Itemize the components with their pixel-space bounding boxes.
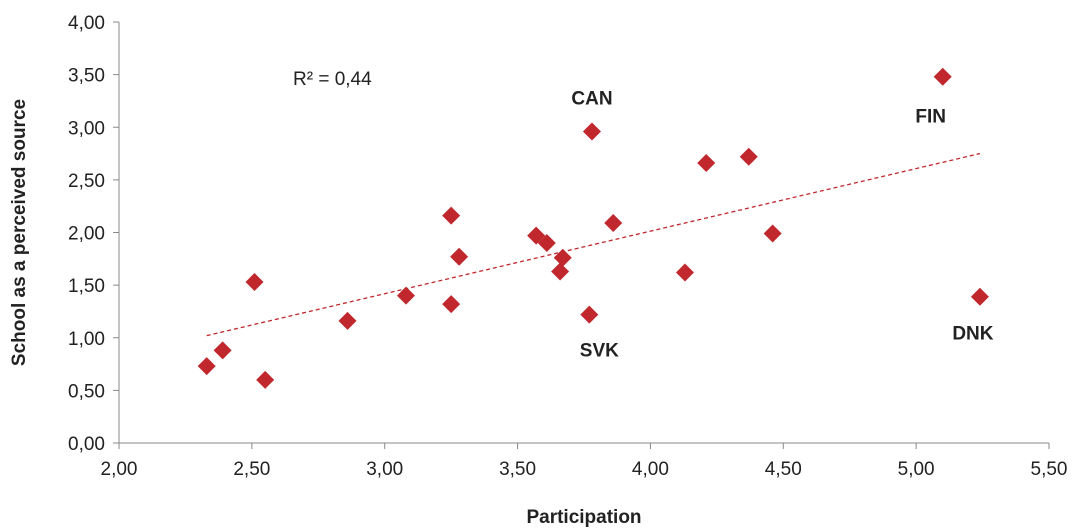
data-point-marker <box>442 206 461 225</box>
data-point-marker <box>739 147 758 166</box>
point-label-fin: FIN <box>915 107 946 128</box>
data-point-marker <box>580 305 599 324</box>
data-point-marker <box>675 263 694 282</box>
x-tick-label: 4,00 <box>632 459 669 480</box>
y-axis-title: School as a perceived source <box>9 99 30 366</box>
ticks: 2,00 2,50 3,00 3,50 4,00 4,50 5,00 5,50 0,00 0,50… <box>68 13 1067 480</box>
y-tick-label: 0,00 <box>68 434 105 455</box>
y-tick-label: 2,50 <box>68 171 105 192</box>
x-tick-label: 2,50 <box>233 459 270 480</box>
y-tick-label: 1,50 <box>68 276 105 297</box>
y-tick-label: 3,50 <box>68 66 105 87</box>
r-squared-annotation: R² = 0,44 <box>293 69 372 90</box>
data-point-marker <box>450 247 469 266</box>
y-tick-label: 3,00 <box>68 118 105 139</box>
data-point-marker <box>537 234 556 253</box>
x-tick-label: 3,00 <box>366 459 403 480</box>
data-point-marker <box>763 224 782 243</box>
data-point-marker <box>604 214 623 233</box>
data-point-marker <box>551 262 570 281</box>
data-point-marker <box>338 311 357 330</box>
trendline <box>206 152 981 337</box>
point-label-dnk: DNK <box>952 324 993 345</box>
x-tick-label: 2,00 <box>101 459 138 480</box>
data-point-marker <box>582 122 601 141</box>
y-tick-label: 2,00 <box>68 224 105 245</box>
data-points <box>197 67 989 389</box>
data-point-marker <box>697 154 716 173</box>
y-tick-label: 0,50 <box>68 381 105 402</box>
x-tick-label: 3,50 <box>499 459 536 480</box>
y-tick-label: 1,00 <box>68 329 105 350</box>
data-point-marker <box>933 67 952 86</box>
data-point-marker <box>197 357 216 376</box>
data-point-marker <box>256 370 275 389</box>
data-point-marker <box>553 248 572 267</box>
x-tick-label: 4,50 <box>765 459 802 480</box>
data-point-marker <box>213 341 232 360</box>
point-labels: SVK CAN FIN DNK <box>571 88 993 361</box>
x-tick-label: 5,00 <box>898 459 935 480</box>
x-tick-label: 5,50 <box>1031 459 1068 480</box>
data-point-marker <box>396 286 415 305</box>
point-label-can: CAN <box>571 88 612 109</box>
data-point-marker <box>442 295 461 314</box>
y-tick-label: 4,00 <box>68 13 105 34</box>
data-point-marker <box>970 287 989 306</box>
point-label-svk: SVK <box>580 341 619 362</box>
x-axis-title: Participation <box>526 507 641 528</box>
data-point-marker <box>245 272 264 291</box>
